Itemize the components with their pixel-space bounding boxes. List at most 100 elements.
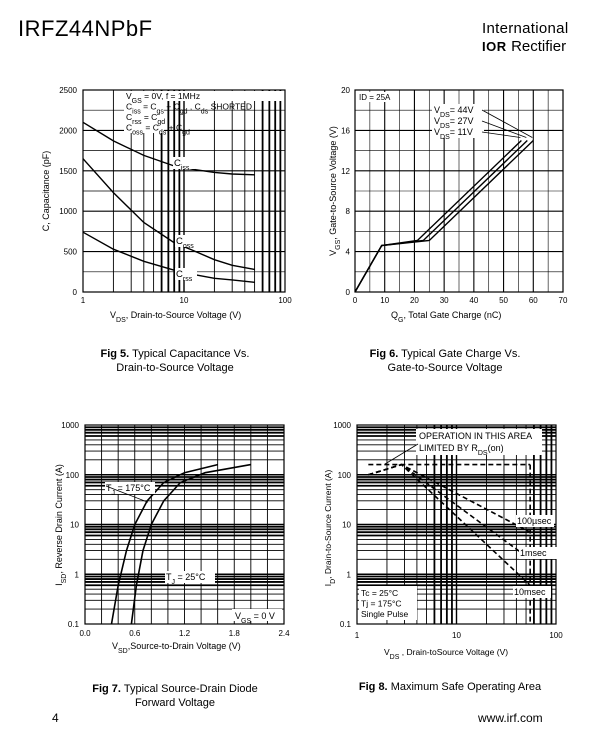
part-number: IRFZ44NPbF (18, 16, 153, 41)
fig8-xlabel-part-0: V (384, 647, 390, 657)
fig5-label-bg-rss (175, 268, 197, 280)
fig8-ytick: 10 (342, 521, 351, 530)
fig5-legend-line-2-part-0: C (126, 112, 132, 122)
fig5-xlabel: VDS, Drain-to-Source Voltage (V) (110, 310, 241, 324)
fig8-area-line2-part-0: LIMITED BY R (419, 443, 478, 453)
fig7-ytick: 10 (70, 521, 79, 530)
fig8-frame (356, 424, 557, 625)
fig5-legend-line-2-part-3: gd (157, 119, 165, 126)
fig7-series-1 (130, 463, 251, 625)
fig7-ytick: 0.1 (68, 620, 80, 629)
fig5-xlabel-part-1: DS (116, 317, 126, 324)
fig6-frame (354, 89, 564, 293)
fig7-cond-bg (232, 609, 282, 621)
fig6-label-2: VDS= 11V (434, 127, 473, 141)
fig7-leader-0 (105, 485, 149, 503)
fig6-caption-number: Fig 6. (369, 348, 399, 360)
fig7-caption-text1: Typical Source-Drain Diode (123, 683, 258, 695)
fig5-legend-line-3-part-2: = C (143, 123, 159, 133)
fig8-area-leader (384, 443, 419, 465)
fig7-xtick: 2.4 (278, 629, 290, 638)
fig6-label-1-part-1: DS (440, 123, 450, 130)
fig8-label-10msec: 10msec (514, 587, 546, 597)
fig7-ylabel-part-2: , Reverse Drain Current (A) (54, 464, 64, 574)
website-url: www.irf.com (478, 711, 543, 725)
fig6-id-bg (357, 92, 399, 102)
fig8-area-line2-part-2: (on) (488, 443, 504, 453)
fig8-caption-text1: Maximum Safe Operating Area (390, 681, 542, 693)
page-number: 4 (52, 711, 59, 725)
fig5-legend-line-1: Ciss = Cgs + Cgd , Cds SHORTED (126, 102, 252, 116)
fig7-caption: Fig 7. Typical Source-Drain Diode Forwar… (60, 682, 290, 710)
fig5-legend-line-2: Crss = Cgd (126, 112, 165, 126)
fig7-label-1-part-0: T (166, 572, 172, 582)
fig6-ytick: 0 (346, 288, 351, 297)
fig5-label-rss-part-1: rss (183, 276, 193, 283)
fig5-legend-line-0-part-1: GS (132, 98, 142, 105)
fig6-leader-2 (481, 131, 521, 138)
fig6-xtick: 30 (440, 296, 449, 305)
fig6-ytick: 4 (346, 248, 351, 257)
fig8-caption-number: Fig 8. (358, 681, 388, 693)
fig5-label-bg-oss (175, 235, 197, 247)
fig8-ytick: 1 (347, 570, 352, 579)
brand-line2: Rectifier (511, 38, 567, 55)
fig5-legend-line-2-part-2: = C (141, 112, 157, 122)
fig7-ytick: 100 (66, 471, 80, 480)
fig6-xlabel-part-0: Q (391, 310, 398, 320)
fig5-xlabel-part-2: , Drain-to-Source Voltage (V) (126, 310, 242, 320)
fig8-area-line2: LIMITED BY RDS(on) (419, 443, 504, 457)
fig5-caption-text1: Typical Capacitance Vs. (132, 348, 250, 360)
ior-logo: IOR (482, 39, 507, 54)
fig8-ytick: 100 (338, 471, 352, 480)
fig5-caption: Fig 5. Typical Capacitance Vs. Drain-to-… (60, 347, 290, 375)
fig5-ytick: 1000 (59, 207, 77, 216)
fig6-label-1-part-2: = 27V (450, 116, 474, 126)
fig5-legend-line-3-part-3: ds (159, 129, 167, 136)
fig6-caption: Fig 6. Typical Gate Charge Vs. Gate-to-S… (330, 347, 560, 375)
fig8-xtick: 100 (549, 631, 563, 640)
fig7-ytick: 1 (75, 570, 80, 579)
fig6-id-label: ID = 25A (359, 93, 391, 102)
fig8-ytick: 0.1 (340, 620, 352, 629)
fig8-caption: Fig 8. Maximum Safe Operating Area (330, 680, 570, 694)
fig6-ytick: 20 (341, 86, 350, 95)
fig5-legend-line-1-part-2: = C (141, 102, 157, 112)
fig6-ytick: 12 (341, 167, 350, 176)
fig7-condition-part-2: = 0 V (251, 611, 275, 621)
fig7-xtick: 1.8 (229, 629, 241, 638)
fig8-condition-1: Tj = 175°C (361, 599, 402, 609)
fig8-ylabel-part-1: D (330, 579, 337, 584)
fig5-ytick: 0 (73, 288, 78, 297)
fig6-leader-0 (481, 109, 533, 138)
fig5-legend-line-0-part-2: = 0V, f = 1MHz (142, 91, 200, 101)
fig5-legend-line-0: VGS = 0V, f = 1MHz (126, 91, 200, 105)
fig5-legend-bg2 (124, 91, 282, 101)
fig8-ylabel-part-0: I (323, 584, 333, 586)
brand-logo: International IOR Rectifier (482, 20, 597, 56)
fig6-xtick: 20 (410, 296, 419, 305)
fig7-label-0: TJ = 175°C (106, 483, 151, 497)
fig7-frame (84, 424, 285, 625)
fig7-xlabel: VSD,Source-to-Drain Voltage (V) (112, 641, 241, 655)
fig6-xtick: 10 (380, 296, 389, 305)
fig7-condition: VGS = 0 V (235, 611, 275, 625)
fig5-xtick: 1 (81, 296, 86, 305)
fig6-ytick: 16 (341, 126, 350, 135)
fig6-ylabel-part-1: GS (335, 239, 342, 249)
fig8-cond-bg (359, 586, 417, 620)
fig5-label-rss: Crss (176, 269, 193, 283)
fig8-area-line1: OPERATION IN THIS AREA (419, 431, 532, 441)
fig6-xlabel: QG, Total Gate Charge (nC) (391, 310, 501, 324)
fig5-label-oss-part-1: oss (183, 243, 194, 250)
fig7-xlabel-part-0: V (112, 641, 118, 651)
fig5-label-oss: Coss (176, 236, 194, 250)
fig6-xtick: 60 (529, 296, 538, 305)
fig8-ylabel-part-2: , Drain-to-Source Current (A) (323, 470, 333, 579)
fig7-caption-number: Fig 7. (92, 683, 121, 695)
fig7-xlabel-part-1: SD (118, 648, 128, 655)
fig6-ytick: 8 (346, 207, 351, 216)
fig5-legend-line-1-part-1: iss (132, 108, 141, 115)
fig6-label-0-part-2: = 44V (450, 105, 474, 115)
fig6-xtick: 40 (469, 296, 478, 305)
